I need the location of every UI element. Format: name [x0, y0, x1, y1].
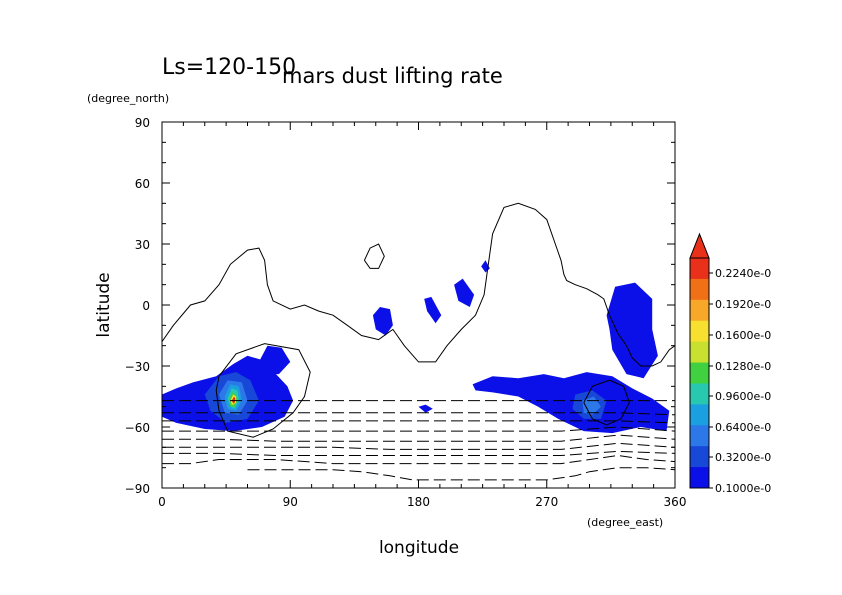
plot-frame [161, 121, 676, 489]
colorbar-label: 0.1920e-0 [715, 298, 771, 311]
colorbar-segment [690, 299, 709, 322]
colorbar-label: 0.2240e-0 [715, 267, 771, 280]
contour-line-10 [162, 442, 675, 450]
colorbar-segment [690, 278, 709, 301]
shaded-region-3 [472, 372, 670, 434]
x-tick-label: 0 [158, 495, 166, 509]
y-tick-label: −30 [125, 360, 150, 374]
contour-line-3 [215, 343, 311, 438]
shaded-region-5 [372, 307, 393, 336]
x-tick-label: 270 [535, 495, 558, 509]
contour-line-11 [162, 450, 675, 456]
y-axis-label: latitude [94, 272, 114, 337]
y-tick-label: 90 [135, 116, 150, 130]
shaded-region-4 [606, 282, 658, 379]
x-tick-label: 180 [407, 495, 430, 509]
contour-line-2 [363, 243, 385, 269]
contour-line-9 [162, 434, 675, 442]
topography-contours [162, 202, 675, 481]
colorbar-segment [690, 320, 709, 343]
colorbar: 0.2240e-0 0.1920e-0 0.1600e-0 0.1280e-0 0.96… [689, 232, 771, 495]
dust-lifting-shading [162, 260, 670, 434]
y-tick-label: −90 [125, 482, 150, 496]
colorbar-label: 0.6400e-0 [715, 421, 771, 434]
colorbar-label: 0.1000e-0 [715, 482, 771, 495]
colorbar-segment [690, 258, 709, 280]
y-tick-label: 60 [135, 177, 150, 191]
colorbar-segment [690, 341, 709, 364]
y-tick-label: 0 [142, 299, 150, 313]
y-tick-label: 30 [135, 238, 150, 252]
contour-line-7 [162, 420, 675, 424]
shaded-region-7 [454, 278, 475, 307]
x-tick-label: 360 [664, 495, 687, 509]
colorbar-segment [690, 425, 709, 447]
colorbar-segment [690, 446, 709, 468]
contour-line-8 [162, 426, 675, 432]
colorbar-segment [690, 467, 709, 489]
y-axis-unit: (degree_north) [87, 92, 169, 105]
colorbar-label: 0.1280e-0 [715, 360, 771, 373]
shaded-region-2 [258, 345, 291, 375]
colorbar-segment [690, 383, 709, 405]
contour-line-12 [162, 454, 675, 465]
colorbar-label: 0.9600e-0 [715, 390, 771, 403]
colorbar-label: 0.1600e-0 [715, 329, 771, 342]
colorbar-frame [689, 257, 710, 489]
colorbar-segment [690, 404, 709, 426]
contour-line-13 [247, 467, 675, 481]
shaded-region-16 [231, 396, 236, 404]
shaded-region-6 [424, 296, 442, 324]
colorbar-extend-arrow [689, 232, 710, 259]
y-tick-label: −60 [125, 421, 150, 435]
colorbar-segment [690, 362, 709, 384]
shaded-region-9 [418, 404, 433, 413]
contour-line-1 [162, 202, 675, 367]
x-axis-unit: (degree_east) [587, 516, 663, 529]
plot-axes: 0 90 180 270 360 90 60 30 0 −30 −60 −90 [125, 116, 687, 509]
chart-title: mars dust lifting rate [282, 64, 503, 88]
contour-line-6 [162, 412, 675, 416]
chart-subtitle: Ls=120-150 [162, 55, 296, 80]
x-tick-label: 90 [283, 495, 298, 509]
x-axis-label: longitude [379, 538, 459, 558]
colorbar-label: 0.3200e-0 [715, 451, 771, 464]
